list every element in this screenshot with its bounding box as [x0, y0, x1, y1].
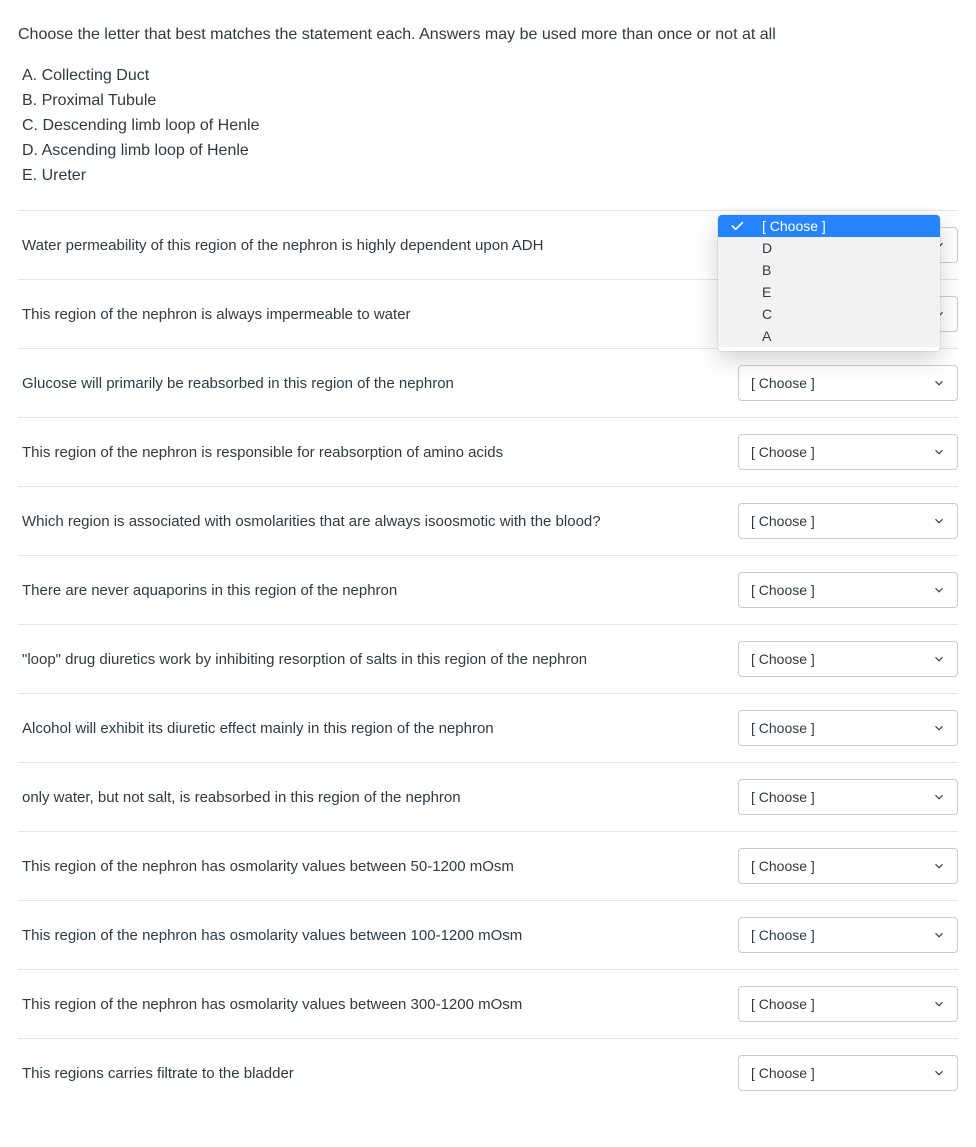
answer-select-value: [ Choose ] — [751, 927, 815, 943]
check-icon — [728, 217, 746, 235]
answer-select-wrap: [ Choose ] — [738, 986, 958, 1022]
answer-select[interactable]: [ Choose ] — [738, 710, 958, 746]
answer-select-wrap: [ Choose ] — [738, 710, 958, 746]
question-text: This region of the nephron is always imp… — [18, 306, 738, 323]
dropdown-option-label: B — [762, 262, 771, 278]
dropdown-option[interactable]: E — [718, 281, 940, 303]
answer-select[interactable]: [ Choose ] — [738, 503, 958, 539]
answer-select-value: [ Choose ] — [751, 513, 815, 529]
answer-select-value: [ Choose ] — [751, 789, 815, 805]
dropdown-option-label: D — [762, 240, 772, 256]
instructions-text: Choose the letter that best matches the … — [18, 24, 958, 46]
dropdown-option[interactable]: A — [718, 325, 940, 347]
question-row: This region of the nephron is responsibl… — [18, 417, 958, 486]
questions-list: Water permeability of this region of the… — [18, 210, 958, 1107]
question-row: "loop" drug diuretics work by inhibiting… — [18, 624, 958, 693]
question-row: This regions carries filtrate to the bla… — [18, 1038, 958, 1107]
question-row: only water, but not salt, is reabsorbed … — [18, 762, 958, 831]
answer-select-value: [ Choose ] — [751, 651, 815, 667]
question-text: Which region is associated with osmolari… — [18, 513, 738, 530]
dropdown-option[interactable]: C — [718, 303, 940, 325]
chevron-down-icon — [931, 444, 947, 460]
question-text: There are never aquaporins in this regio… — [18, 582, 738, 599]
answer-select-value: [ Choose ] — [751, 858, 815, 874]
question-text: This region of the nephron has osmolarit… — [18, 996, 738, 1013]
dropdown-option-label: [ Choose ] — [762, 218, 826, 234]
answer-key-item: D. Ascending limb loop of Henle — [22, 139, 958, 164]
answer-select[interactable]: [ Choose ] — [738, 986, 958, 1022]
answer-select[interactable]: [ Choose ] — [738, 572, 958, 608]
chevron-down-icon — [931, 651, 947, 667]
answer-select-wrap: [ Choose ] — [738, 641, 958, 677]
chevron-down-icon — [931, 582, 947, 598]
question-text: Glucose will primarily be reabsorbed in … — [18, 375, 738, 392]
answer-select[interactable]: [ Choose ] — [738, 434, 958, 470]
answer-select-value: [ Choose ] — [751, 582, 815, 598]
question-row: This region of the nephron has osmolarit… — [18, 831, 958, 900]
answer-select-wrap: [ Choose ] — [738, 365, 958, 401]
answer-key-item: C. Descending limb loop of Henle — [22, 114, 958, 139]
answer-select-wrap: [ Choose ] — [738, 917, 958, 953]
answer-select-wrap: [ Choose ] — [738, 503, 958, 539]
answer-select[interactable]: [ Choose ] — [738, 848, 958, 884]
answer-key-item: B. Proximal Tubule — [22, 89, 958, 114]
question-row: This region of the nephron has osmolarit… — [18, 969, 958, 1038]
answer-select-value: [ Choose ] — [751, 720, 815, 736]
answer-select[interactable]: [ Choose ] — [738, 1055, 958, 1091]
question-text: This region of the nephron is responsibl… — [18, 444, 738, 461]
dropdown-option[interactable]: D — [718, 237, 940, 259]
answer-key-item: A. Collecting Duct — [22, 64, 958, 89]
answer-select-wrap: [ Choose ] — [738, 572, 958, 608]
answer-select[interactable]: [ Choose ] — [738, 641, 958, 677]
question-row: Alcohol will exhibit its diuretic effect… — [18, 693, 958, 762]
answer-select[interactable]: [ Choose ] — [738, 779, 958, 815]
answer-select-wrap: [ Choose ] — [738, 848, 958, 884]
question-text: only water, but not salt, is reabsorbed … — [18, 789, 738, 806]
question-text: This regions carries filtrate to the bla… — [18, 1065, 738, 1082]
chevron-down-icon — [931, 996, 947, 1012]
question-text: Alcohol will exhibit its diuretic effect… — [18, 720, 738, 737]
dropdown-option[interactable]: [ Choose ] — [718, 215, 940, 237]
chevron-down-icon — [931, 927, 947, 943]
question-row: Which region is associated with osmolari… — [18, 486, 958, 555]
quiz-container: Choose the letter that best matches the … — [0, 0, 976, 1147]
question-row: Water permeability of this region of the… — [18, 210, 958, 279]
question-row: There are never aquaporins in this regio… — [18, 555, 958, 624]
answer-key-list: A. Collecting Duct B. Proximal Tubule C.… — [22, 64, 958, 188]
question-text: This region of the nephron has osmolarit… — [18, 927, 738, 944]
chevron-down-icon — [931, 789, 947, 805]
question-row: Glucose will primarily be reabsorbed in … — [18, 348, 958, 417]
question-row: This region of the nephron has osmolarit… — [18, 900, 958, 969]
chevron-down-icon — [931, 375, 947, 391]
answer-select-value: [ Choose ] — [751, 1065, 815, 1081]
answer-select-value: [ Choose ] — [751, 996, 815, 1012]
dropdown-option-label: A — [762, 328, 771, 344]
answer-select-wrap: [ Choose ][ Choose ]DBECA — [738, 227, 958, 263]
question-text: Water permeability of this region of the… — [18, 237, 738, 254]
dropdown-option-label: E — [762, 284, 771, 300]
chevron-down-icon — [931, 513, 947, 529]
answer-select[interactable]: [ Choose ] — [738, 917, 958, 953]
answer-select-wrap: [ Choose ] — [738, 1055, 958, 1091]
chevron-down-icon — [931, 858, 947, 874]
answer-dropdown-panel: [ Choose ] DBECA — [718, 215, 940, 351]
answer-select-value: [ Choose ] — [751, 375, 815, 391]
chevron-down-icon — [931, 1065, 947, 1081]
chevron-down-icon — [931, 720, 947, 736]
answer-key-item: E. Ureter — [22, 164, 958, 189]
question-text: "loop" drug diuretics work by inhibiting… — [18, 651, 738, 668]
answer-select-value: [ Choose ] — [751, 444, 815, 460]
question-text: This region of the nephron has osmolarit… — [18, 858, 738, 875]
dropdown-option[interactable]: B — [718, 259, 940, 281]
answer-select[interactable]: [ Choose ] — [738, 365, 958, 401]
answer-select-wrap: [ Choose ] — [738, 434, 958, 470]
answer-select-wrap: [ Choose ] — [738, 779, 958, 815]
dropdown-option-label: C — [762, 306, 772, 322]
